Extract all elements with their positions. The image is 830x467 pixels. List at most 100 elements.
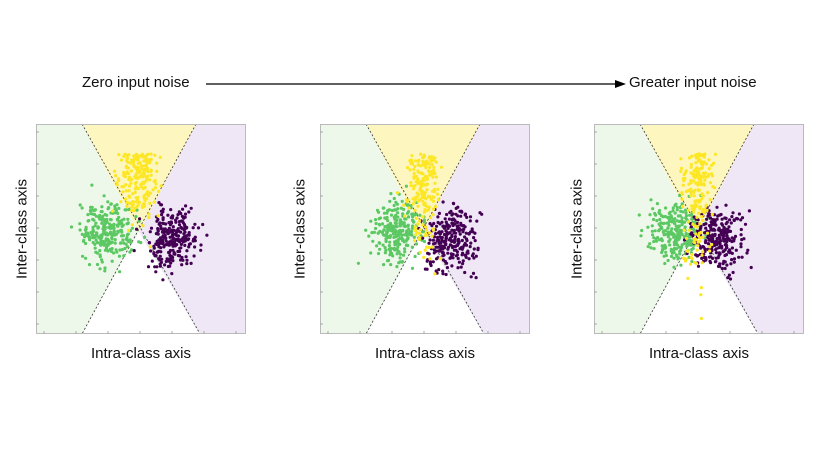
class-a-point (413, 254, 417, 259)
class-b-point (704, 239, 708, 243)
class-b-point (732, 260, 736, 264)
class-b-point (720, 222, 724, 226)
class-a-point (377, 217, 381, 221)
class-b-point (705, 217, 709, 221)
class-b-point (428, 238, 432, 242)
class-c-point (145, 177, 149, 181)
class-b-point (458, 232, 462, 236)
class-c-point (699, 316, 703, 321)
class-a-point (669, 216, 674, 220)
class-c-point (430, 234, 434, 238)
class-c-point (414, 233, 418, 237)
class-b-point (164, 236, 168, 240)
class-a-point (406, 210, 411, 214)
class-a-point (364, 228, 368, 232)
class-c-point (159, 184, 163, 188)
class-b-point (708, 259, 712, 263)
class-b-point (434, 269, 438, 273)
class-b-point (468, 245, 472, 249)
class-c-point (132, 154, 136, 158)
class-b-point (700, 256, 704, 260)
class-b-point (157, 257, 161, 261)
class-c-point (413, 208, 417, 212)
class-b-point (147, 241, 151, 245)
class-a-point (669, 247, 673, 251)
class-b-point (437, 230, 442, 234)
class-c-point (110, 209, 115, 213)
class-b-point (160, 230, 165, 234)
class-c-point (129, 181, 133, 185)
class-a-point (369, 251, 373, 255)
class-a-point (105, 243, 109, 247)
class-b-point (201, 222, 205, 227)
class-c-point (690, 191, 694, 195)
class-b-point (183, 243, 187, 247)
class-b-point (185, 249, 189, 253)
class-a-point (412, 235, 416, 239)
class-a-point (371, 239, 375, 243)
class-b-point (181, 240, 185, 244)
class-a-point (115, 250, 119, 254)
class-c-point (682, 179, 686, 183)
class-c-point (700, 160, 704, 164)
class-c-point (688, 156, 692, 160)
class-c-point (433, 187, 437, 192)
class-b-point (183, 212, 188, 216)
class-a-point (679, 248, 683, 252)
class-b-point (193, 245, 197, 249)
class-c-point (429, 172, 433, 177)
class-a-point (404, 239, 408, 243)
class-c-point (707, 158, 711, 162)
class-b-point (475, 219, 479, 223)
class-b-point (161, 235, 165, 239)
class-a-point (104, 221, 108, 225)
class-a-point (118, 219, 122, 223)
class-b-point (187, 242, 191, 246)
class-b-point (699, 224, 703, 228)
class-c-point (127, 153, 131, 157)
class-c-point (148, 245, 152, 249)
class-b-point (446, 223, 450, 227)
class-b-point (463, 212, 468, 216)
class-c-point (127, 184, 132, 188)
class-c-point (684, 236, 689, 240)
class-a-point (674, 236, 678, 240)
class-a-point (382, 206, 386, 210)
class-a-point (403, 250, 407, 254)
class-c-point (431, 207, 436, 211)
class-a-point (385, 211, 389, 215)
class-c-point (692, 194, 696, 198)
class-c-point (696, 159, 700, 163)
class-c-point (421, 223, 425, 227)
class-a-point (395, 265, 399, 269)
class-a-point (378, 247, 382, 251)
class-b-point (186, 238, 190, 242)
class-c-point (141, 224, 145, 228)
class-a-point (382, 233, 386, 237)
class-c-point (416, 177, 420, 181)
class-c-point (713, 152, 718, 156)
class-c-point (125, 157, 129, 161)
class-a-point (667, 232, 671, 237)
class-b-point (720, 217, 724, 221)
class-a-point (69, 225, 74, 229)
class-a-point (401, 212, 405, 216)
class-b-point (437, 211, 441, 215)
class-b-point (428, 262, 432, 266)
class-c-point (427, 205, 431, 209)
class-a-point (421, 230, 425, 234)
class-b-point (709, 234, 713, 239)
class-c-point (413, 227, 418, 231)
class-a-point (663, 261, 667, 266)
class-a-point (398, 224, 402, 228)
class-b-point (464, 237, 469, 241)
class-c-point (697, 152, 701, 156)
class-b-point (162, 221, 166, 226)
class-c-point (694, 205, 698, 209)
class-c-point (409, 162, 413, 166)
class-c-point (148, 191, 152, 195)
greater-noise-label: Greater input noise (629, 74, 757, 91)
class-a-point (648, 213, 652, 217)
class-c-point (427, 169, 431, 173)
class-b-point (469, 241, 473, 245)
